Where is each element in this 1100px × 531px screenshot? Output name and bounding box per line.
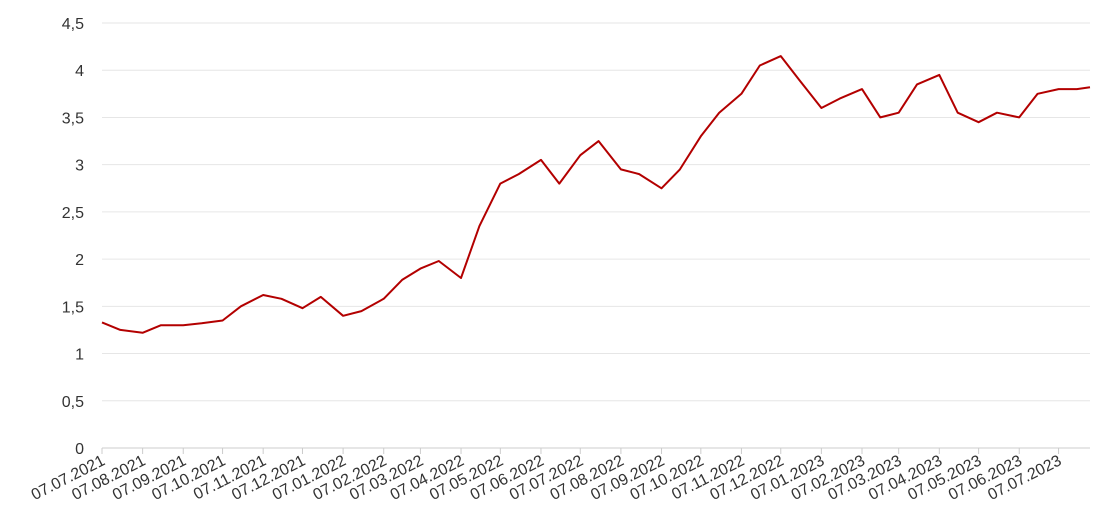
y-tick-label: 1,5 [62,299,84,316]
y-tick-label: 2,5 [62,205,84,222]
y-tick-label: 4 [75,63,84,80]
y-tick-label: 3 [75,158,84,175]
line [101,55,1091,334]
y-tick-label: 3,5 [62,110,84,127]
y-tick-label: 0 [75,441,84,458]
y-tick-label: 2 [75,252,84,269]
y-tick-label: 0,5 [62,394,84,411]
y-tick-label: 4,5 [62,16,84,33]
y-tick-label: 1 [75,347,84,364]
